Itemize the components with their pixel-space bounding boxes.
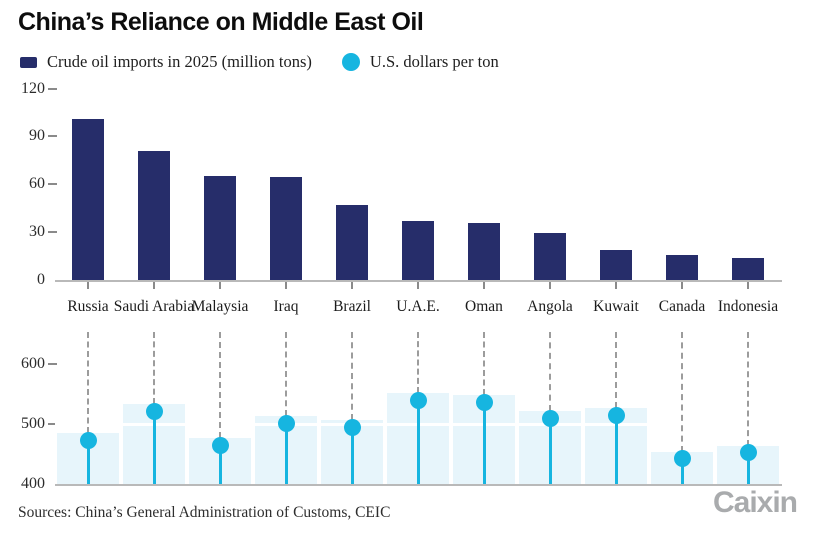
top-x-tick-mark [219,282,221,289]
country-label: Oman [465,298,503,315]
legend-item-dollars: U.S. dollars per ton [341,52,499,72]
country-label: Saudi Arabia [113,298,195,315]
import-bar-saudi-arabia [138,150,170,280]
legend-item-imports: Crude oil imports in 2025 (million tons) [20,52,312,72]
price-dot-angola [541,409,559,427]
legend-label-dollars: U.S. dollars per ton [369,52,499,71]
import-bar-u-a-e- [402,220,434,280]
cyan-circle-swatch-icon [341,53,360,71]
import-bar-russia [72,118,104,280]
lollipop-stem [416,400,420,484]
dashed-connector [483,332,485,396]
lollipop-stem [614,415,618,484]
top-y-tick-label: 0 [37,271,45,288]
top-y-tick-mark [48,135,57,138]
country-label: Russia [67,298,109,315]
dashed-connector [285,332,287,417]
price-dot-malaysia [211,436,229,454]
dashed-connector [351,332,353,420]
price-dot-brazil [343,418,361,436]
top-x-tick-mark [285,282,287,289]
top-y-tick-label: 90 [29,127,45,145]
country-label: Brazil [333,298,371,315]
top-y-tick-mark [48,183,57,186]
price-dot-saudi-arabia [145,403,163,421]
country-label: Kuwait [593,298,639,315]
navy-square-swatch-icon [20,56,37,68]
import-bar-indonesia [732,257,764,280]
price-dot-russia [79,431,97,449]
caixin-logo: Caixin [712,486,798,519]
dashed-connector [417,332,419,394]
dashed-connector [153,332,155,405]
import-bar-kuwait [600,250,632,280]
bottom-y-tick-label: 400 [21,475,45,492]
country-label: Indonesia [717,298,779,315]
legend-label-imports: Crude oil imports in 2025 (million tons) [47,52,312,71]
country-label: U.A.E. [396,298,440,315]
lollipop-stem [152,411,156,484]
top-y-tick-mark [48,231,57,234]
dashed-connector [747,332,749,446]
price-dot-iraq [277,415,295,433]
price-dot-oman [475,394,493,412]
bottom-y-tick-mark [48,363,57,366]
bottom-y-tick-mark [48,423,57,426]
price-dot-kuwait [607,406,625,424]
top-y-tick-label: 120 [21,79,45,97]
top-x-tick-mark [483,282,485,289]
bottom-y-tick-label: 600 [21,355,45,373]
top-x-tick-mark [615,282,617,289]
lollipop-stem [284,423,288,484]
import-bar-iraq [270,177,302,280]
price-dot-u-a-e- [409,391,427,409]
top-y-tick-label: 60 [29,175,45,193]
top-y-tick-label: 30 [29,223,45,241]
legend: Crude oil imports in 2025 (million tons)… [20,52,499,72]
bottom-y-tick-label: 500 [21,415,45,433]
dashed-connector [219,332,221,438]
lollipop-stem [86,440,90,484]
import-bar-oman [468,223,500,280]
top-y-tick-mark [48,87,57,90]
import-bar-malaysia [204,176,236,280]
dashed-connector [87,332,89,434]
dashed-connector [615,332,617,408]
lollipop-stem [218,445,222,484]
top-x-tick-mark [747,282,749,289]
top-x-tick-mark [351,282,353,289]
lollipop-stem [548,418,552,484]
lollipop-stem [680,458,684,484]
lollipop-stem [746,452,750,484]
price-dot-canada [673,450,691,468]
country-label: Iraq [273,298,299,315]
top-x-tick-mark [681,282,683,289]
country-label: Malaysia [191,298,249,315]
country-label: Canada [658,298,706,315]
import-bar-canada [666,255,698,280]
import-bar-angola [534,232,566,280]
lollipop-stem [482,402,486,484]
import-bar-brazil [336,205,368,280]
top-x-axis-line [55,280,782,282]
dashed-connector [549,332,551,411]
top-x-tick-mark [153,282,155,289]
lollipop-stem [350,427,354,484]
bottom-x-axis-line [55,484,782,486]
country-label: Angola [527,298,573,315]
source-line: Sources: China’s General Administration … [18,504,391,521]
price-dot-indonesia [739,444,757,462]
page-title: China’s Reliance on Middle East Oil [18,8,424,36]
top-x-tick-mark [549,282,551,289]
top-x-tick-mark [417,282,419,289]
dashed-connector [681,332,683,452]
top-x-tick-mark [87,282,89,289]
